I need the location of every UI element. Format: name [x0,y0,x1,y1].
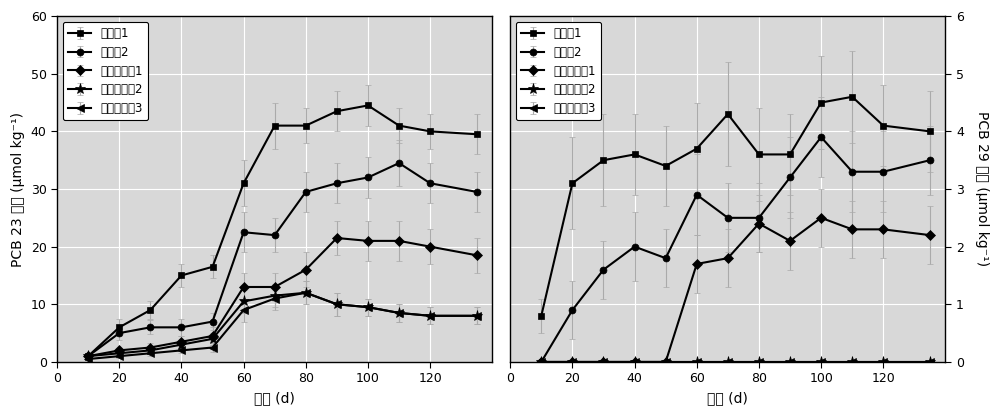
Legend: 实施例1, 实施例2, 对比实施例1, 对比实施例2, 对比实施例3: 实施例1, 实施例2, 对比实施例1, 对比实施例2, 对比实施例3 [516,22,601,120]
X-axis label: 时间 (d): 时间 (d) [707,391,748,405]
Y-axis label: PCB 29 浓度 (μmol kg⁻¹): PCB 29 浓度 (μmol kg⁻¹) [975,111,989,267]
Y-axis label: PCB 23 浓度 (μmol kg⁻¹): PCB 23 浓度 (μmol kg⁻¹) [11,111,25,267]
X-axis label: 时间 (d): 时间 (d) [254,391,295,405]
Legend: 实施例1, 实施例2, 对比实施例1, 对比实施例2, 对比实施例3: 实施例1, 实施例2, 对比实施例1, 对比实施例2, 对比实施例3 [63,22,148,120]
